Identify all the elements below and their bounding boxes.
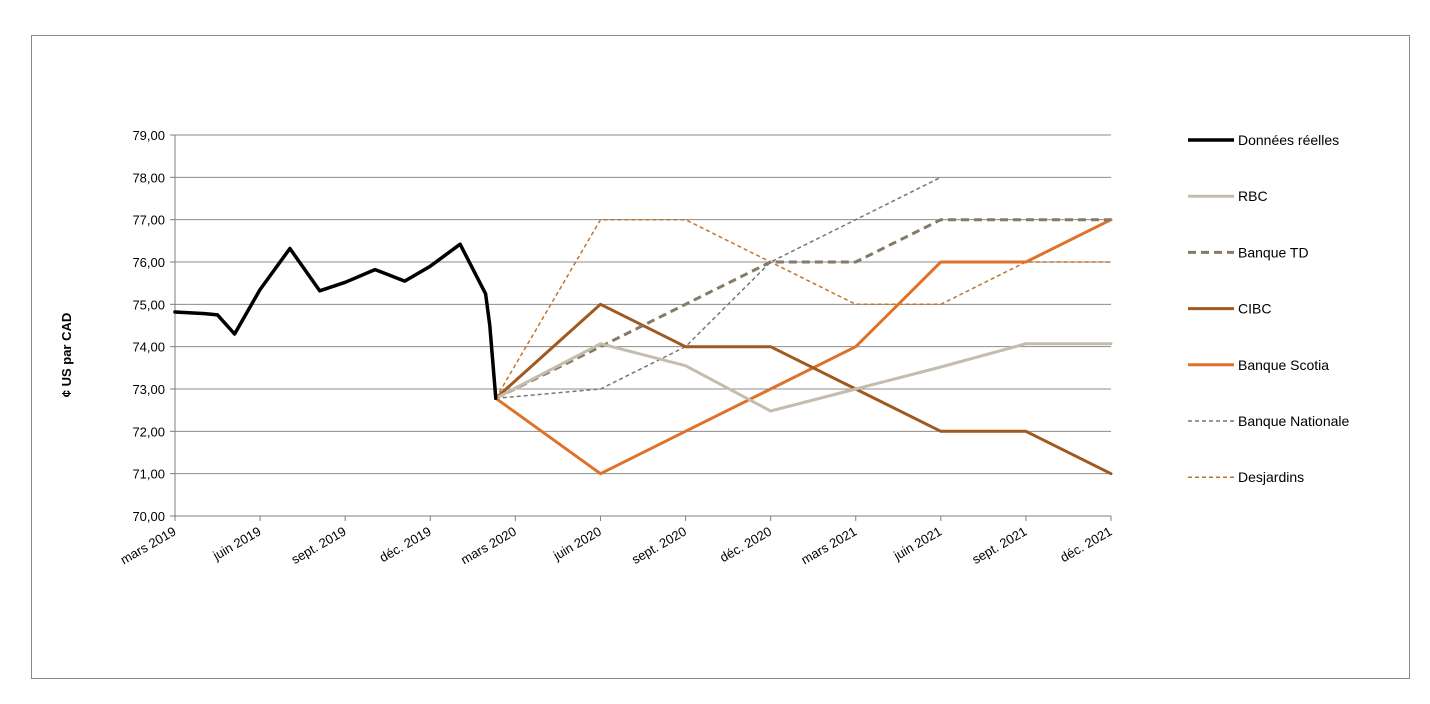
x-tick-label: sept. 2021 bbox=[969, 524, 1029, 567]
series-line-rbc bbox=[494, 342, 1113, 413]
y-tick-label: 77,00 bbox=[132, 213, 165, 228]
series-line-cibc bbox=[494, 302, 1113, 476]
x-tick-label: déc. 2021 bbox=[1058, 524, 1115, 566]
legend-label: Données réelles bbox=[1238, 132, 1339, 148]
x-tick-label: déc. 2019 bbox=[377, 524, 434, 566]
legend: Données réelles RBC Banque TD CIBC Banque Sc… bbox=[1188, 132, 1350, 485]
y-tick-label: 79,00 bbox=[132, 128, 165, 143]
x-tick-label: juin 2021 bbox=[890, 524, 944, 564]
x-tick-label: sept. 2020 bbox=[629, 524, 689, 567]
x-tick-label: sept. 2019 bbox=[289, 524, 349, 567]
legend-label: Banque Nationale bbox=[1238, 413, 1350, 429]
y-axis-title: ¢ US par CAD bbox=[59, 313, 74, 398]
y-tick-label: 76,00 bbox=[132, 255, 165, 270]
legend-label: Banque TD bbox=[1238, 244, 1309, 260]
x-tick-label: mars 2021 bbox=[799, 524, 860, 568]
x-tick-label: déc. 2020 bbox=[717, 524, 774, 566]
y-tick-label: 71,00 bbox=[132, 467, 165, 482]
legend-label: Desjardins bbox=[1238, 469, 1304, 485]
y-tick-label: 72,00 bbox=[132, 424, 165, 439]
chart-frame bbox=[31, 35, 1410, 679]
series-line-desjardins bbox=[495, 218, 1111, 399]
y-tick-label: 75,00 bbox=[132, 297, 165, 312]
y-tick-label: 78,00 bbox=[132, 170, 165, 185]
y-tick-label: 74,00 bbox=[132, 340, 165, 355]
series-line-donn-es-r-elles bbox=[173, 242, 498, 401]
y-tick-label: 70,00 bbox=[132, 509, 165, 524]
x-tick-label: mars 2020 bbox=[458, 524, 519, 568]
series-lines bbox=[173, 176, 1113, 476]
x-tick-label: juin 2019 bbox=[210, 524, 264, 564]
x-tick-label: juin 2020 bbox=[550, 524, 604, 564]
legend-label: CIBC bbox=[1238, 301, 1271, 317]
legend-label: RBC bbox=[1238, 188, 1268, 204]
y-tick-label: 73,00 bbox=[132, 382, 165, 397]
x-tick-label: mars 2019 bbox=[118, 524, 179, 568]
series-line-banque-nationale bbox=[495, 176, 942, 400]
legend-label: Banque Scotia bbox=[1238, 357, 1329, 373]
series-line-banque-td bbox=[495, 218, 1111, 400]
